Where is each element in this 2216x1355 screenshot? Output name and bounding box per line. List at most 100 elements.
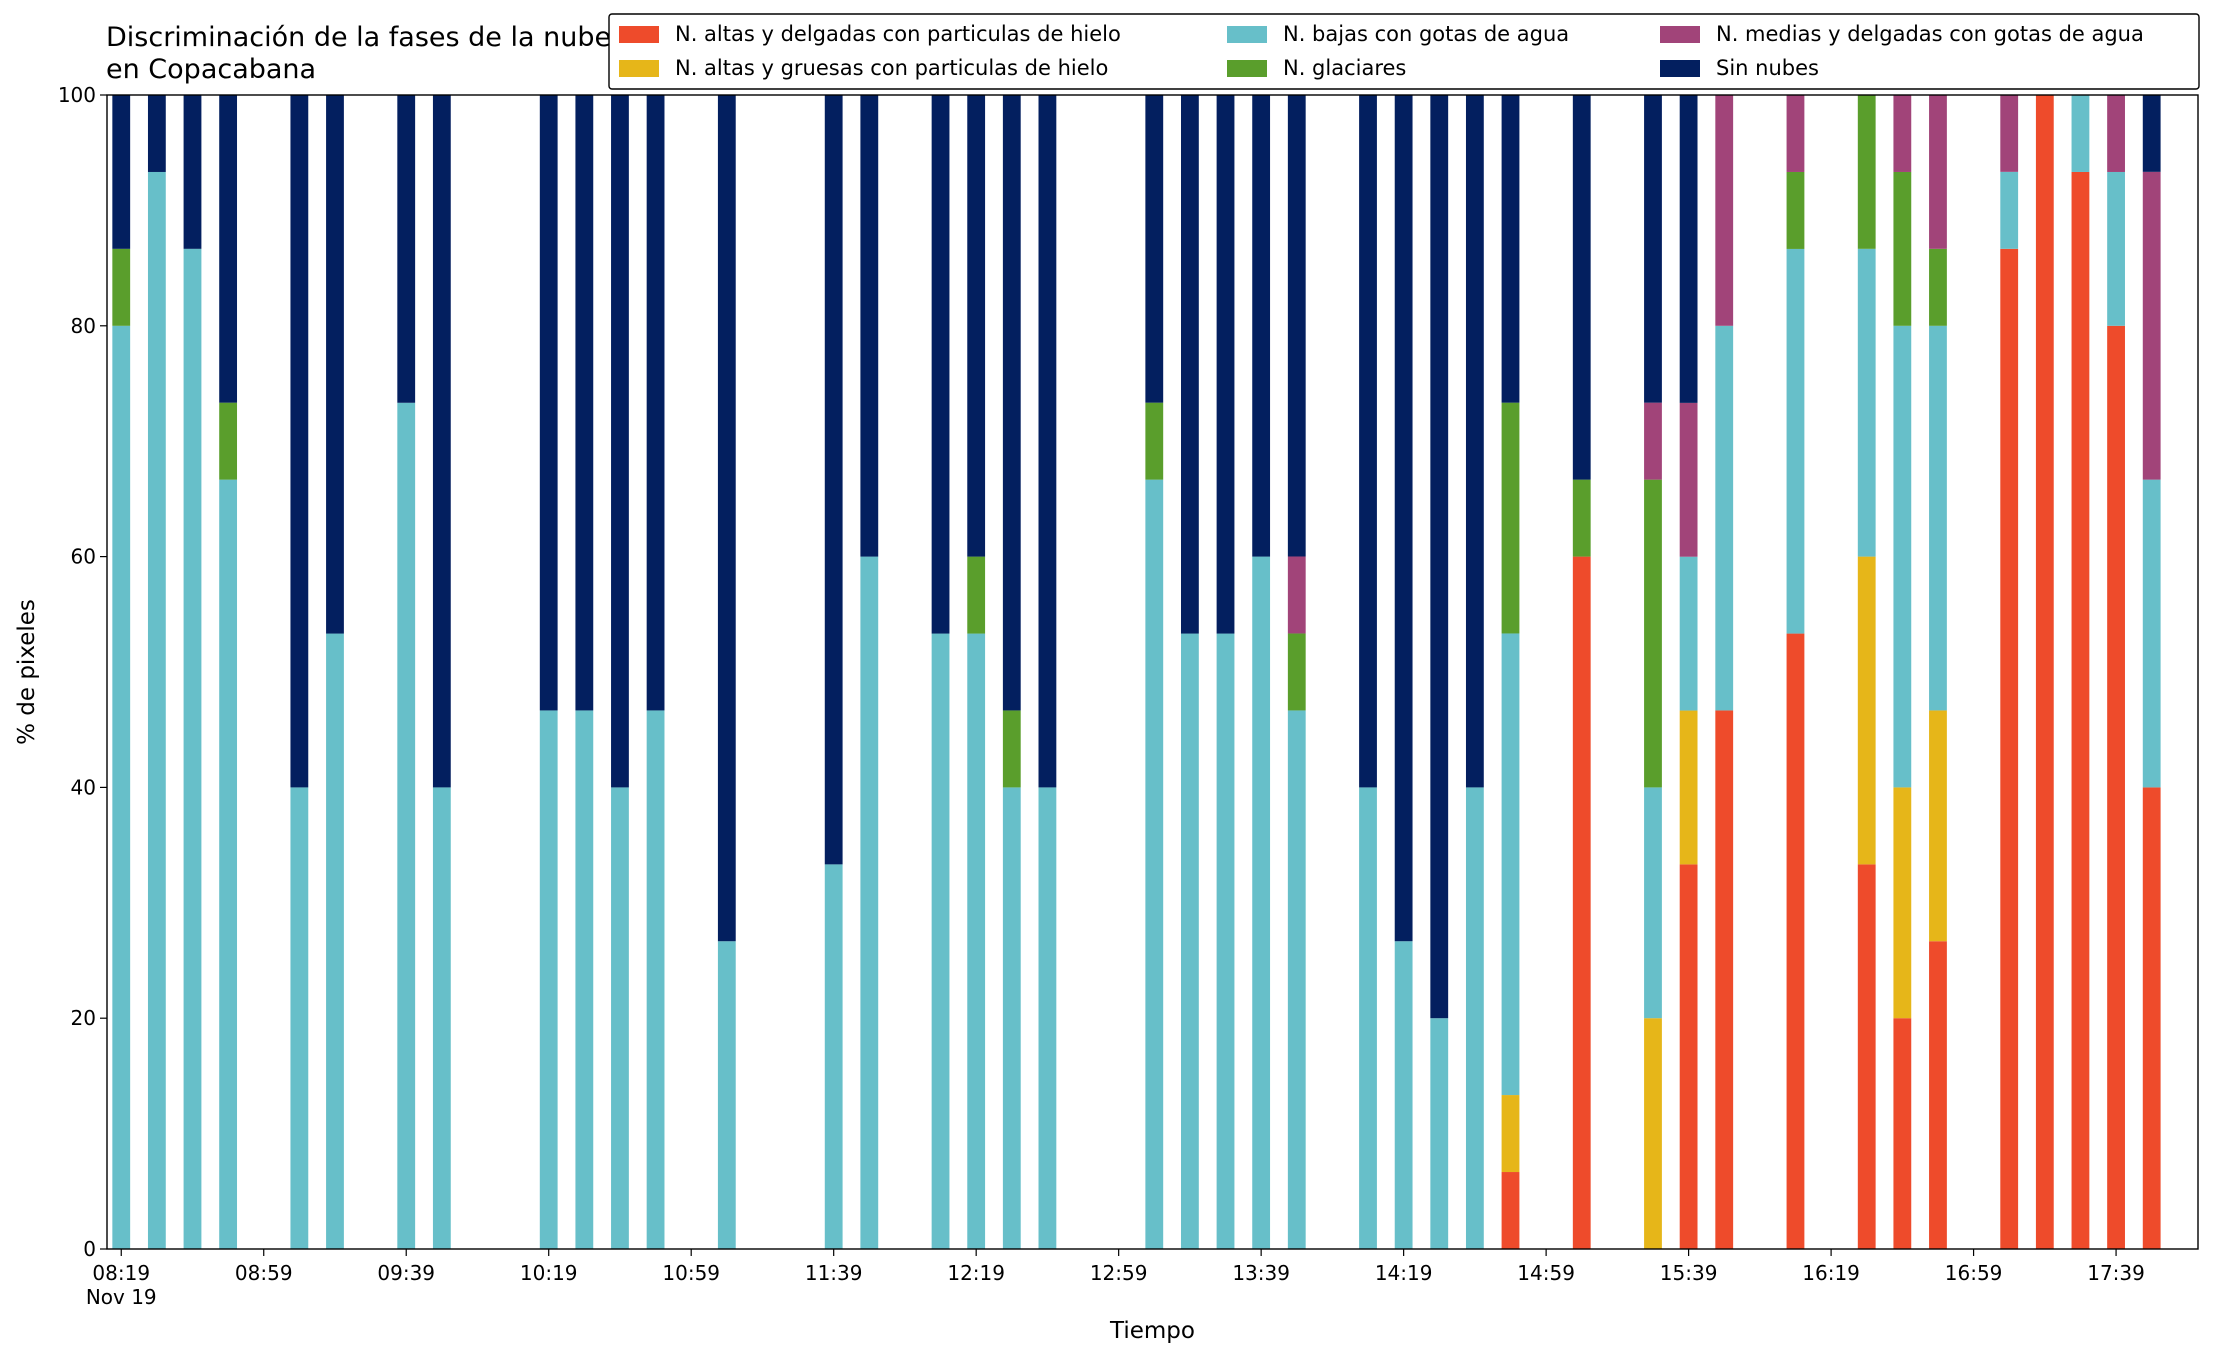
bar-segment — [1002, 95, 1021, 711]
bar-segment — [1715, 710, 1734, 1249]
bar-segment — [1679, 864, 1698, 1249]
bar-segment — [219, 479, 238, 1250]
bar-segment — [1394, 95, 1413, 942]
bar-segment — [1430, 95, 1449, 1019]
bar-segment — [1501, 1095, 1520, 1173]
bar-segment — [1929, 248, 1947, 326]
bar-segment — [2142, 94, 2161, 172]
bar-segment — [1679, 556, 1698, 711]
bar-segment — [1893, 95, 1912, 172]
bar-segment — [539, 95, 558, 711]
bar-segment — [1252, 556, 1271, 1249]
bar-segment — [1180, 633, 1199, 1249]
bar-segment — [1572, 95, 1591, 480]
x-tick-label: 08:19 — [92, 1261, 150, 1285]
bar-segment — [1893, 1018, 1912, 1249]
bar-segment — [2107, 171, 2125, 326]
bar-segment — [1359, 95, 1377, 788]
bar-segment — [611, 95, 629, 788]
bar-segment — [1002, 710, 1021, 788]
bar-segment — [1715, 325, 1734, 711]
bar-segment — [1679, 710, 1698, 865]
bar-segment — [1501, 1172, 1520, 1249]
bar-segment — [1893, 325, 1912, 788]
x-tick-label: 08:59 — [235, 1261, 293, 1285]
bar-segment — [1216, 633, 1235, 1249]
x-tick-label: 10:19 — [520, 1261, 578, 1285]
bar-segment — [646, 710, 665, 1249]
bar-segment — [1501, 402, 1520, 634]
bar-segment — [1715, 95, 1734, 326]
bar-segment — [1644, 94, 1662, 403]
bar-segment — [1287, 633, 1306, 711]
bar-segment — [1786, 248, 1805, 634]
x-axis-label: Tiempo — [1109, 1318, 1195, 1344]
x-date-label: Nov 19 — [86, 1285, 157, 1309]
bar-segment — [432, 787, 451, 1249]
bar-segment — [112, 95, 131, 249]
bar-segment — [967, 633, 986, 1249]
bar-segment — [1572, 479, 1591, 557]
bar-segment — [219, 94, 238, 403]
bar-segment — [860, 95, 879, 557]
legend-swatch — [619, 60, 659, 77]
bar-segment — [824, 95, 843, 865]
bar-segment — [290, 787, 309, 1249]
x-tick-label: 09:39 — [377, 1261, 435, 1285]
bar-segment — [1038, 787, 1057, 1249]
bar-segment — [183, 248, 202, 1250]
bar-segment — [1857, 95, 1876, 249]
bar-segment — [1145, 94, 1164, 403]
legend-frame — [608, 13, 2200, 90]
legend-swatch — [1227, 60, 1267, 77]
legend-swatch — [1227, 26, 1267, 43]
bar-segment — [1287, 94, 1306, 557]
bar-segment — [1857, 864, 1876, 1249]
x-tick-label: 11:39 — [805, 1261, 863, 1285]
x-tick-label: 14:59 — [1517, 1261, 1575, 1285]
bar-segment — [1857, 248, 1876, 557]
bar-segment — [967, 556, 986, 634]
y-axis-label: % de pixeles — [14, 599, 40, 745]
bar-segment — [1002, 787, 1021, 1249]
bar-segment — [1038, 95, 1057, 788]
bar-segment — [2000, 171, 2019, 249]
bar-segment — [183, 95, 202, 249]
legend: N. altas y delgadas con particulas de hi… — [608, 13, 2200, 90]
bar-segment — [1394, 941, 1413, 1249]
bar-segment — [1287, 556, 1306, 634]
bar-segment — [1786, 171, 1805, 249]
bar-segment — [112, 325, 131, 1249]
y-tick-label: 100 — [58, 83, 96, 107]
bar-segment — [2107, 95, 2125, 172]
plot-frame — [106, 94, 2199, 1250]
bar-segment — [1929, 710, 1947, 942]
bar-segment — [1252, 95, 1271, 557]
bar-segment — [611, 787, 629, 1249]
y-tick-label: 0 — [83, 1237, 96, 1261]
bar-segment — [2142, 171, 2161, 480]
bar-segment — [1929, 95, 1947, 249]
x-tick-label: 12:59 — [1090, 1261, 1148, 1285]
bar-segment — [1929, 325, 1947, 711]
bar-segment — [1501, 94, 1520, 403]
bar-segment — [432, 95, 451, 788]
bar-segment — [1644, 402, 1662, 480]
bar-segment — [1430, 1018, 1449, 1249]
legend-label: N. glaciares — [1283, 56, 1406, 80]
bar-segment — [1786, 633, 1805, 1249]
bar-segment — [397, 95, 416, 403]
bar-segment — [112, 248, 131, 326]
x-tick-label: 16:59 — [1945, 1261, 2003, 1285]
bar-segment — [860, 556, 879, 1249]
bar-segment — [1893, 787, 1912, 1019]
bar-segment — [1287, 710, 1306, 1249]
bar-segment — [1679, 402, 1698, 557]
bar-segment — [931, 633, 950, 1249]
bar-segment — [1644, 787, 1662, 1019]
bar-segment — [1465, 787, 1484, 1249]
legend-label: N. altas y gruesas con particulas de hie… — [675, 56, 1108, 80]
bar-segment — [1180, 95, 1199, 634]
